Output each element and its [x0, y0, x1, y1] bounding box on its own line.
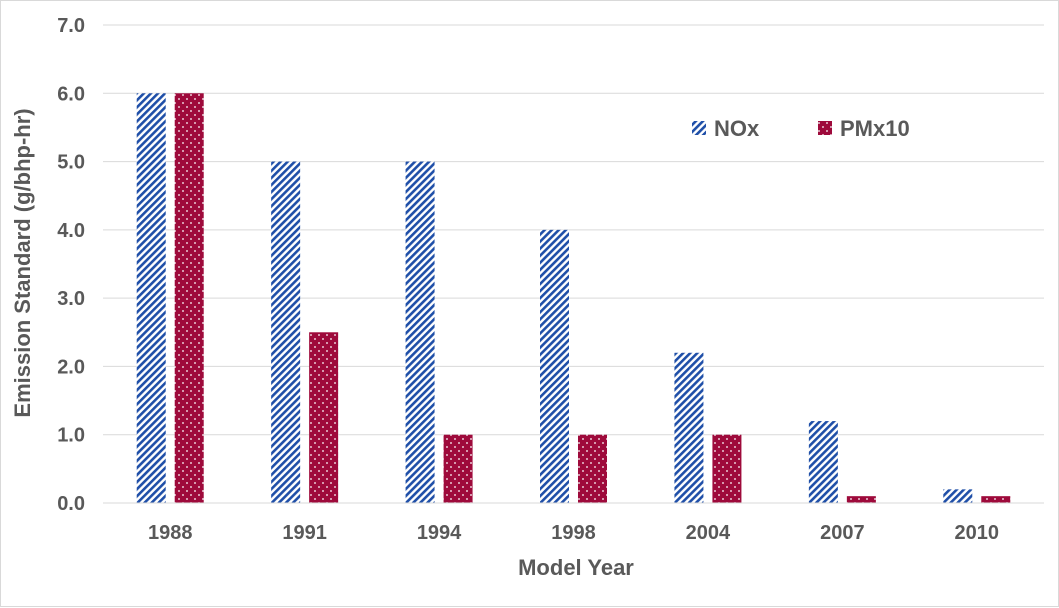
y-tick-label: 4.0 [57, 220, 85, 242]
bar-nox-2010 [943, 489, 973, 503]
bar-nox-1998 [540, 229, 569, 503]
y-tick-label: 2.0 [57, 356, 85, 378]
legend-label-nox: NOx [714, 116, 760, 141]
legend-swatch-nox [692, 121, 706, 135]
y-tick-label: 3.0 [57, 288, 85, 310]
bar-pmx10-1991 [309, 332, 339, 503]
x-tick-label: 2007 [820, 522, 865, 544]
bar-pmx10-2010 [981, 496, 1011, 503]
x-tick-label: 1991 [282, 522, 327, 544]
x-tick-label: 1998 [551, 522, 596, 544]
y-tick-label: 1.0 [57, 425, 85, 447]
y-axis-title: Emission Standard (g/bhp-hr) [10, 108, 35, 417]
x-tick-label: 1994 [417, 522, 462, 544]
bars [136, 93, 1011, 504]
x-tick-label: 2010 [955, 522, 1000, 544]
bar-nox-1988 [136, 93, 166, 504]
x-tick-label: 2004 [686, 522, 731, 544]
bar-pmx10-1994 [443, 434, 473, 503]
legend: NOx PMx10 [692, 116, 910, 141]
x-axis-tick-labels: 1988 1991 1994 1998 2004 2007 2010 [148, 522, 999, 544]
bar-nox-1991 [271, 161, 301, 504]
bar-nox-1994 [405, 161, 435, 504]
y-tick-label: 0.0 [57, 493, 85, 515]
legend-swatch-pmx10 [818, 121, 832, 135]
bar-pmx10-1998 [578, 434, 607, 503]
bar-pmx10-1988 [174, 93, 204, 504]
y-tick-label: 6.0 [57, 83, 85, 105]
bar-nox-2007 [808, 421, 838, 503]
y-axis-tick-labels: 0.0 1.0 2.0 3.0 4.0 5.0 6.0 7.0 [57, 15, 85, 515]
bar-pmx10-2007 [846, 496, 876, 503]
gridlines [103, 24, 1044, 436]
legend-label-pmx10: PMx10 [840, 116, 910, 141]
y-tick-label: 7.0 [57, 15, 85, 37]
bar-nox-2004 [674, 352, 704, 503]
x-tick-label: 1988 [148, 522, 193, 544]
y-tick-label: 5.0 [57, 152, 85, 174]
x-axis-title: Model Year [518, 555, 634, 580]
bar-pmx10-2004 [712, 434, 742, 503]
